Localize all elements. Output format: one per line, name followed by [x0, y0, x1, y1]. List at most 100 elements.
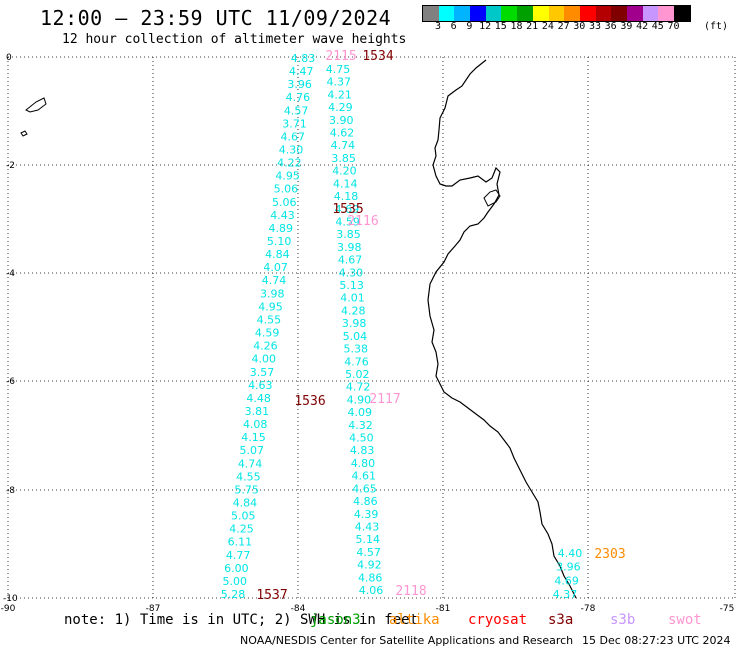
wave-height-value: 4.76	[344, 355, 369, 368]
wave-height-value: 4.37	[327, 76, 352, 89]
wave-height-color-scale	[422, 5, 691, 22]
scale-label: 12	[479, 21, 492, 32]
y-tick-label: -4	[6, 269, 15, 279]
wave-height-value: 3.98	[337, 241, 362, 254]
wave-height-value: 5.05	[231, 510, 256, 523]
wave-height-value: 5.75	[234, 483, 259, 496]
track-east-values: 4.403.964.694.37	[553, 547, 583, 601]
wave-height-value: 4.26	[253, 340, 278, 353]
wave-height-value: 4.07	[263, 261, 288, 274]
wave-height-value: 4.90	[347, 393, 372, 406]
wave-height-value: 4.14	[333, 177, 358, 190]
scale-label: 24	[541, 21, 554, 32]
wave-height-value: 5.06	[272, 196, 297, 209]
wave-height-value: 4.39	[354, 508, 379, 521]
scale-label: 70	[667, 21, 680, 32]
wave-height-value: 3.98	[342, 317, 367, 330]
scale-label: 3	[434, 21, 442, 32]
wave-height-value: 3.81	[245, 405, 270, 418]
wave-height-value: 4.06	[359, 584, 384, 597]
gulf-inlet-path	[483, 189, 501, 207]
footer-credit: NOAA/NESDIS Center for Satellite Applica…	[240, 634, 574, 647]
wave-height-value: 4.55	[236, 470, 261, 483]
pass-label: 2303	[594, 547, 625, 562]
satellite-legend-item: cryosat	[468, 612, 528, 628]
wave-height-value: 4.92	[357, 559, 382, 572]
scale-swatch	[423, 6, 439, 21]
wave-height-value: 5.06	[274, 183, 299, 196]
pass-label: 2116	[347, 214, 378, 229]
wave-height-value: 5.07	[240, 444, 265, 457]
footer-date: 15 Dec 08:27:23 UTC 2024	[582, 634, 731, 647]
coastline	[20, 59, 577, 599]
x-tick-label: -75	[720, 604, 735, 614]
wave-height-value: 4.74	[331, 139, 356, 152]
scale-label: 33	[588, 21, 602, 32]
scale-swatch	[626, 6, 643, 21]
scale-label: 39	[620, 21, 633, 32]
wave-height-value: 5.14	[356, 533, 381, 546]
track-left-values: 4.834.473.964.764.573.714.674.304.224.95…	[221, 52, 316, 601]
wave-height-value: 4.29	[328, 101, 353, 114]
wave-height-value: 4.55	[257, 313, 282, 326]
wave-height-value: 4.67	[338, 254, 363, 267]
y-tick-label: -10	[3, 594, 18, 604]
wave-height-value: 5.04	[343, 330, 368, 343]
pass-label: 1537	[256, 588, 287, 603]
wave-height-value: 4.67	[281, 130, 306, 143]
wave-height-value: 4.30	[279, 144, 304, 157]
wave-height-value: 4.84	[233, 496, 258, 509]
scale-label: 15	[494, 21, 507, 32]
scale-swatch	[532, 6, 549, 21]
x-tick-label: -84	[291, 604, 306, 614]
pass-label: 2115	[325, 49, 356, 64]
wave-height-value: 5.10	[267, 235, 292, 248]
wave-height-value: 4.28	[341, 304, 366, 317]
wave-height-value: 4.57	[356, 546, 381, 559]
scale-swatch	[517, 6, 533, 21]
wave-height-value: 4.95	[258, 300, 283, 313]
scale-label: 42	[636, 21, 649, 32]
wave-height-value: 4.32	[348, 419, 373, 432]
x-tick-label: -87	[146, 604, 161, 614]
satellite-legend-item: s3a	[548, 612, 574, 628]
wave-height-value: 4.15	[241, 431, 266, 444]
wave-height-value: 4.69	[335, 203, 360, 216]
wave-height-value: 3.85	[336, 228, 361, 241]
wave-height-value: 4.00	[251, 353, 276, 366]
wave-height-value: 4.48	[246, 392, 271, 405]
wave-height-value: 4.80	[351, 457, 376, 470]
pass-label: 1535	[332, 202, 363, 217]
wave-height-value: 3.57	[250, 366, 275, 379]
scale-swatch	[485, 6, 502, 21]
wave-height-value: 4.08	[243, 418, 268, 431]
y-tick-label: -6	[6, 377, 15, 387]
axis-tick-labels: -90 -87 -84 -81 -78 -75 0 -2 -4 -6 -8 -10	[1, 53, 735, 614]
wave-height-value: 4.89	[269, 222, 294, 235]
scale-swatch	[470, 6, 486, 21]
wave-height-value: 4.86	[353, 495, 378, 508]
scale-swatch	[658, 6, 674, 21]
small-island-path	[20, 130, 28, 137]
wave-height-value: 4.95	[275, 170, 300, 183]
scale-label: 27	[557, 21, 570, 32]
pass-label: 1536	[294, 394, 325, 409]
wave-height-value: 4.37	[553, 588, 578, 601]
page-title: 12:00 – 23:59 UTC 11/09/2024	[40, 6, 392, 30]
x-tick-label: -81	[436, 604, 451, 614]
wave-height-value: 4.61	[352, 470, 377, 483]
satellite-legend-item: s3b	[610, 612, 636, 628]
wave-height-value: 4.22	[277, 157, 302, 170]
pass-label: 1534	[362, 49, 393, 64]
scale-unit: (ft)	[703, 21, 729, 32]
wave-height-value: 4.59	[335, 215, 360, 228]
scale-label: 30	[573, 21, 586, 32]
wave-height-value: 4.09	[347, 406, 372, 419]
wave-height-value: 4.83	[291, 52, 316, 65]
note-text: note: 1) Time is in UTC; 2) SWH is in fe…	[64, 612, 419, 628]
track-right-values: 4.754.374.214.293.904.624.743.854.204.14…	[326, 63, 384, 597]
wave-height-value: 4.43	[355, 520, 380, 533]
wave-height-value: 4.18	[334, 190, 359, 203]
scale-swatch	[611, 6, 627, 21]
